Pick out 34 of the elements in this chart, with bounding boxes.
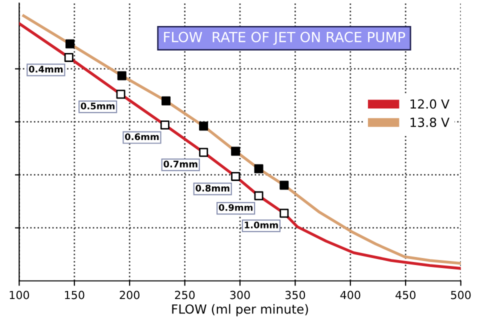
point: [280, 180, 289, 190]
point: [254, 191, 264, 200]
x-tick-label: 200: [120, 290, 140, 300]
point: [254, 164, 264, 174]
x-axis-title: FLOW (ml per minute): [172, 304, 308, 316]
point: [116, 90, 126, 99]
x-tick-label: 250: [175, 290, 195, 300]
point: [199, 122, 208, 131]
x-tick-label: 100: [10, 290, 30, 300]
point: [280, 208, 289, 218]
annotation: 0.8mm: [196, 184, 230, 192]
x-tick-label: 400: [340, 290, 360, 300]
x-tick-label: 450: [396, 290, 416, 300]
x-tick-label: 300: [230, 290, 250, 300]
legend-label: 12.0 V: [410, 99, 450, 109]
text: FLOW RATE OF JET ON RACE PUMP: [164, 32, 406, 45]
point: [231, 146, 240, 156]
point: [160, 120, 170, 130]
point: [65, 39, 74, 48]
legend-label: 13.8 V: [410, 118, 450, 128]
annotation: 0.6mm: [125, 133, 159, 140]
x-tick-label: 150: [65, 290, 84, 300]
point: [117, 71, 126, 80]
annotation: 0.9mm: [218, 204, 252, 211]
annotation: 0.7mm: [164, 160, 198, 168]
point: [64, 52, 74, 62]
annotation: 0.4mm: [28, 66, 63, 73]
x-tick-label: 500: [451, 290, 471, 300]
point: [199, 148, 208, 157]
annotation: 0.5mm: [80, 102, 114, 110]
x-tick-label: 350: [285, 290, 306, 300]
point: [162, 96, 171, 106]
point: [231, 172, 240, 181]
annotation: 1.0mm: [244, 222, 278, 228]
